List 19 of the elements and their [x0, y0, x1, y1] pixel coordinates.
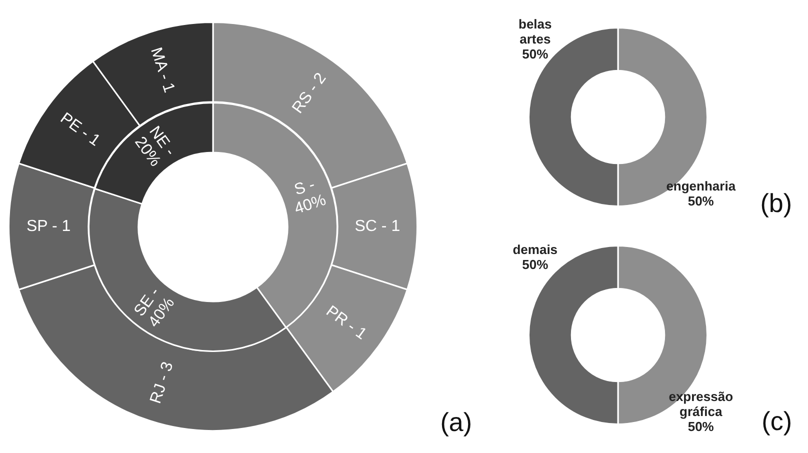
- slice-label: PE - 1: [57, 110, 104, 150]
- slice-label: engenharia: [666, 178, 736, 194]
- text: (a): [440, 407, 472, 438]
- data-label: 50%: [688, 418, 714, 434]
- slice-label: MA - 1: [147, 46, 178, 95]
- slice-label: demais: [512, 242, 558, 257]
- slice-label: expressão gráfica: [668, 388, 734, 419]
- text: (c): [762, 406, 792, 436]
- slice-label: RJ - 3: [147, 360, 177, 406]
- slice-label: SP - 1: [26, 218, 71, 235]
- slice-label: RS - 2: [289, 70, 330, 117]
- data-label: 50%: [688, 193, 714, 208]
- text: (b): [760, 188, 792, 218]
- slice-label: S - 40%: [292, 176, 328, 218]
- data-label: 50%: [522, 256, 549, 272]
- slice-label: belas artes: [518, 16, 552, 46]
- slice-label: SC - 1: [354, 218, 400, 235]
- slice-label: PR - 1: [322, 302, 370, 344]
- data-label: 50%: [522, 46, 549, 62]
